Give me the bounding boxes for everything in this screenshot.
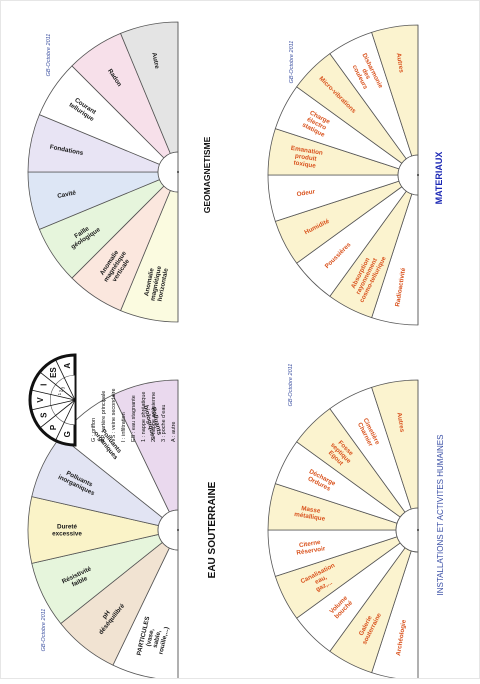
installations-segment-label: Autres bbox=[395, 412, 405, 433]
materiaux-segment-label: Emanationproduittoxique bbox=[288, 145, 323, 171]
eau-legend-line: 3 : poche d'eau bbox=[161, 405, 167, 442]
mini-dial-sub-label: 2 bbox=[58, 389, 63, 392]
mini-dial-label: I bbox=[39, 384, 48, 386]
mini-dial-label: ES bbox=[49, 367, 58, 378]
eau-legend-line: ES : eau stagnante bbox=[131, 395, 137, 442]
materiaux-pivot bbox=[417, 174, 419, 176]
mini-dial-label: P bbox=[49, 424, 58, 430]
mini-dial-divider bbox=[31, 389, 76, 401]
mini-dial-label: G bbox=[63, 431, 72, 437]
eau-credit: GB-Octobre 2011 bbox=[41, 609, 47, 652]
eau-legend: G : griffon AP : artère principale VS : ve… bbox=[91, 388, 177, 442]
mini-dial-sub-label: 1 bbox=[57, 392, 62, 395]
eau-fan bbox=[27, 379, 179, 681]
installations-segment-label: CiterneRéservoir bbox=[295, 538, 326, 556]
mini-dial-label: V bbox=[36, 397, 45, 403]
mini-dial-label: S bbox=[39, 412, 48, 418]
mini-dial-divider bbox=[39, 371, 76, 401]
geomagnetisme-credit: GB-Octobre 2011 bbox=[46, 34, 52, 77]
eau-legend-line: AP : artère principale bbox=[101, 391, 107, 442]
geomagnetisme-segment-label: Cavité bbox=[57, 189, 77, 200]
installations-credit: GB-Octobre 2011 bbox=[288, 364, 294, 407]
materiaux-segment-label: Autres bbox=[395, 52, 405, 73]
mini-dial-divider bbox=[55, 359, 76, 401]
materiaux-fan bbox=[267, 24, 419, 326]
installations-pivot bbox=[417, 529, 419, 531]
eau-legend-line: A : autre bbox=[171, 422, 177, 443]
mini-dial-sub-label: 3 bbox=[61, 386, 66, 389]
eau-mini-dial: GPS V I ES A 123 bbox=[28, 353, 77, 447]
geomagnetisme-fan bbox=[27, 21, 179, 323]
eau-legend-line: 2 : nappe artésienne bbox=[151, 392, 157, 442]
geomagnetisme-pivot bbox=[177, 171, 179, 173]
eau-segment-label: Dureté excessive bbox=[52, 524, 82, 538]
materiaux-credit: GB-Octobre 2011 bbox=[289, 41, 295, 84]
materiaux-segment-label: Odeur bbox=[296, 188, 316, 198]
mini-dial-divider bbox=[55, 399, 76, 441]
mini-dial-divider bbox=[39, 399, 76, 429]
eau-legend-line: I : infiltration bbox=[121, 412, 127, 442]
eau-pivot bbox=[177, 529, 179, 531]
geomagnetisme-segment-label: Autre bbox=[150, 52, 160, 70]
mini-dial-label: A bbox=[63, 363, 72, 369]
materiaux-title: MATERIAUX bbox=[434, 152, 444, 205]
geomagnetisme-title: GEOMAGNETISME bbox=[202, 136, 212, 213]
mini-dial-divider bbox=[31, 399, 76, 411]
installations-title: INSTALLATIONS ET ACTIVITES HUMAINES bbox=[436, 435, 445, 596]
eau-legend-line: VS : veine secondaire bbox=[111, 388, 117, 442]
installations-segment-label: Massemétallique bbox=[294, 504, 327, 523]
eau-legend-line: G : griffon bbox=[91, 418, 97, 442]
eau-legend-line: 1 : nappe phréatique bbox=[141, 392, 147, 442]
eau-title: EAU SOUTERRAINE bbox=[207, 481, 218, 578]
installations-fan bbox=[267, 379, 419, 681]
